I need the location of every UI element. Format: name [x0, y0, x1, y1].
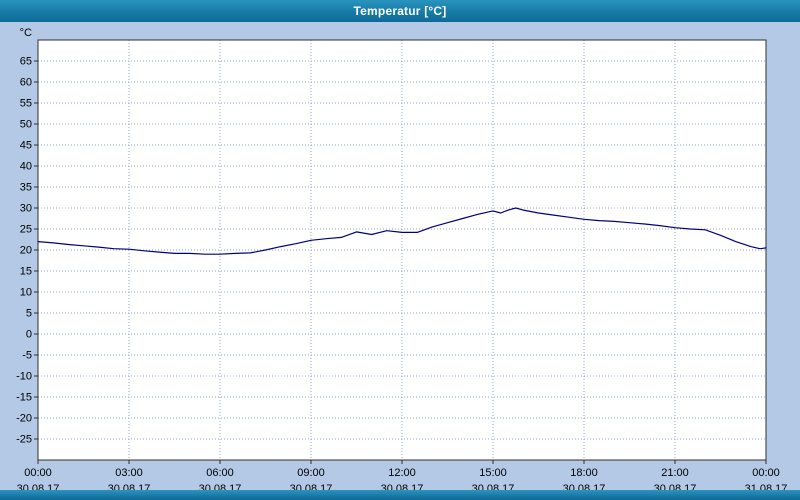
- y-tick-label: 10: [20, 287, 32, 299]
- x-tick-time-label: 15:00: [479, 467, 507, 479]
- y-tick-label: 0: [26, 329, 32, 341]
- plot-border: [37, 39, 767, 461]
- x-tick-date-label: 30.08.17: [290, 483, 333, 490]
- x-tick-time-label: 21:00: [661, 467, 689, 479]
- x-tick-time-label: 00:00: [24, 467, 52, 479]
- y-tick-label: -10: [16, 371, 32, 383]
- y-tick-label: 45: [20, 140, 32, 152]
- x-tick-time-label: 00:00: [752, 467, 780, 479]
- x-tick-time-label: 09:00: [297, 467, 325, 479]
- x-tick-date-label: 30.08.17: [199, 483, 242, 490]
- y-tick-label: 15: [20, 266, 32, 278]
- x-tick-time-label: 12:00: [388, 467, 416, 479]
- x-tick-time-label: 03:00: [115, 467, 143, 479]
- x-tick-date-label: 30.08.17: [472, 483, 515, 490]
- x-tick-date-label: 30.08.17: [381, 483, 424, 490]
- x-tick-time-label: 18:00: [570, 467, 598, 479]
- bottom-status-bar: [0, 490, 800, 500]
- y-tick-label: 40: [20, 161, 32, 173]
- y-tick-label: -20: [16, 413, 32, 425]
- x-tick-date-label: 31.08.17: [745, 483, 788, 490]
- y-tick-label: 60: [20, 77, 32, 89]
- y-tick-label: 25: [20, 224, 32, 236]
- chart-title: Temperatur [°C]: [353, 4, 447, 18]
- y-tick-label: 5: [26, 308, 32, 320]
- temperature-chart: 65605550454035302520151050-5-10-15-20-25…: [16, 27, 788, 490]
- y-tick-label: -25: [16, 434, 32, 446]
- temperature-line: [37, 207, 767, 255]
- y-tick-label: -5: [22, 350, 32, 362]
- y-axis-unit-label: °C: [20, 27, 32, 39]
- y-tick-label: 50: [20, 119, 32, 131]
- x-tick-date-label: 30.08.17: [108, 483, 151, 490]
- y-tick-label: -15: [16, 392, 32, 404]
- y-tick-label: 30: [20, 203, 32, 215]
- x-tick-date-label: 30.08.17: [563, 483, 606, 490]
- y-tick-label: 20: [20, 245, 32, 257]
- y-tick-label: 65: [20, 56, 32, 68]
- chart-panel: 65 60 55 50 45 40 35 30 25 20 15 10 5 0 -5 -10 -15 -20 -25…: [0, 22, 800, 490]
- x-tick-time-label: 06:00: [206, 467, 234, 479]
- x-tick-date-label: 30.08.17: [654, 483, 697, 490]
- y-tick-label: 55: [20, 98, 32, 110]
- y-tick-label: 35: [20, 182, 32, 194]
- x-tick-date-label: 30.08.17: [17, 483, 60, 490]
- chart-title-bar: Temperatur [°C]: [0, 0, 800, 22]
